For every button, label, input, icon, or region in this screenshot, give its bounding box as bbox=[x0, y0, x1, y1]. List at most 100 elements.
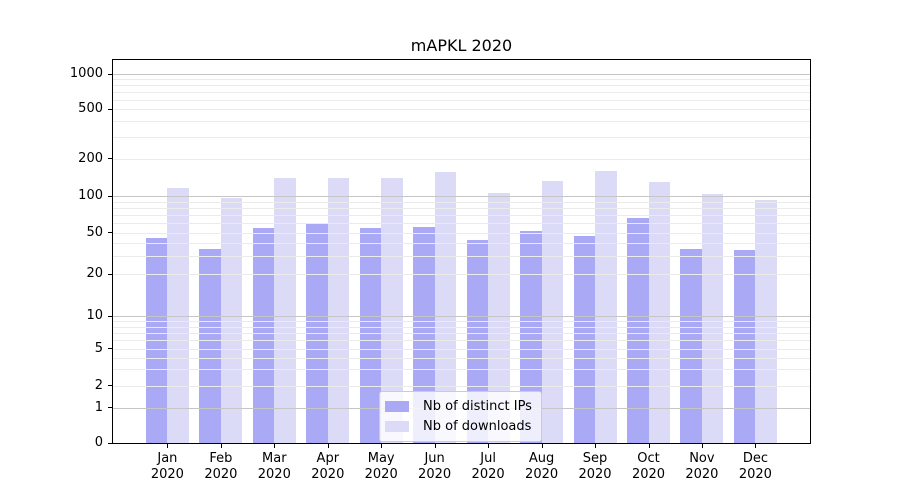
bar-distinct-ips-dec bbox=[733, 250, 756, 443]
y-tick-label-20: 20 bbox=[86, 266, 103, 281]
minor-gridline-20 bbox=[113, 274, 810, 275]
minor-gridline-40 bbox=[113, 242, 810, 244]
y-tick-label-100: 100 bbox=[78, 188, 103, 204]
x-tick-month: Jun bbox=[424, 451, 445, 466]
x-tick-year: 2020 bbox=[257, 467, 291, 482]
legend-swatch-distinct-ips bbox=[385, 400, 409, 412]
y-tick-mark-20 bbox=[108, 273, 112, 275]
x-tick-month: Dec bbox=[742, 451, 768, 466]
minor-gridline-700 bbox=[113, 92, 810, 94]
legend-item-downloads: Nb of downloads bbox=[385, 416, 532, 436]
y-tick-mark-500 bbox=[108, 108, 112, 110]
bar-downloads-nov bbox=[701, 194, 724, 443]
minor-gridline-80 bbox=[113, 208, 810, 209]
x-tick-mark-aug bbox=[541, 444, 543, 448]
x-tick-mark-jun bbox=[434, 444, 436, 448]
legend-swatch-downloads bbox=[385, 420, 409, 432]
x-tick-year: 2020 bbox=[311, 467, 345, 482]
chart-title: mAPKL 2020 bbox=[410, 36, 513, 55]
x-tick-year: 2020 bbox=[525, 467, 559, 482]
minor-gridline-50 bbox=[113, 232, 810, 234]
y-tick-label-0: 0 bbox=[94, 435, 103, 450]
x-tick-label-feb: Feb 2020 bbox=[189, 451, 253, 483]
minor-gridline-500 bbox=[113, 109, 810, 111]
y-tick-label-1000: 1000 bbox=[69, 66, 103, 81]
minor-gridline-800 bbox=[113, 85, 810, 87]
y-tick-mark-50 bbox=[108, 232, 112, 234]
y-tick-mark-0 bbox=[108, 442, 112, 444]
legend-label-distinct-ips: Nb of distinct IPs bbox=[423, 398, 532, 414]
bar-distinct-ips-feb bbox=[199, 248, 221, 443]
x-tick-mark-feb bbox=[220, 444, 222, 448]
bar-downloads-apr bbox=[327, 178, 350, 443]
y-tick-label-2: 2 bbox=[94, 377, 103, 393]
minor-gridline-400 bbox=[113, 121, 810, 123]
bar-downloads-aug bbox=[541, 180, 564, 443]
y-tick-mark-10 bbox=[108, 315, 112, 317]
x-tick-month: Mar bbox=[262, 451, 287, 466]
x-tick-month: Feb bbox=[209, 451, 233, 466]
x-tick-month: Aug bbox=[528, 451, 555, 466]
x-tick-mark-sep bbox=[595, 444, 596, 448]
bar-downloads-mar bbox=[274, 178, 296, 443]
y-tick-mark-5 bbox=[108, 348, 112, 350]
minor-gridline-70 bbox=[113, 215, 810, 217]
bar-downloads-jan bbox=[167, 187, 189, 443]
x-tick-year: 2020 bbox=[631, 467, 666, 482]
y-tick-mark-200 bbox=[108, 158, 112, 160]
x-tick-mark-nov bbox=[701, 444, 703, 448]
y-tick-label-1: 1 bbox=[94, 399, 103, 415]
x-tick-mark-dec bbox=[755, 444, 757, 448]
minor-gridline-90 bbox=[113, 201, 810, 203]
x-tick-label-jan: Jan 2020 bbox=[135, 451, 199, 483]
y-tick-label-500: 500 bbox=[78, 101, 103, 117]
minor-gridline-30 bbox=[113, 255, 810, 257]
x-tick-year: 2020 bbox=[150, 467, 184, 482]
minor-gridline-60 bbox=[113, 223, 810, 225]
bar-downloads-oct bbox=[648, 181, 670, 443]
x-tick-mark-jul bbox=[488, 444, 490, 448]
y-tick-label-10: 10 bbox=[86, 308, 103, 323]
bar-distinct-ips-sep bbox=[573, 235, 595, 443]
x-tick-label-sep: Sep 2020 bbox=[563, 451, 627, 483]
x-tick-mark-oct bbox=[648, 444, 650, 448]
x-tick-label-oct: Oct 2020 bbox=[617, 451, 681, 483]
minor-gridline-600 bbox=[113, 100, 810, 102]
x-tick-year: 2020 bbox=[418, 467, 452, 482]
y-tick-label-5: 5 bbox=[94, 340, 103, 356]
minor-gridline-7 bbox=[113, 332, 810, 334]
minor-gridline-6 bbox=[113, 340, 810, 342]
x-tick-label-apr: Apr 2020 bbox=[296, 451, 360, 483]
y-tick-mark-1 bbox=[108, 407, 112, 408]
minor-gridline-200 bbox=[113, 158, 810, 160]
bar-distinct-ips-may bbox=[359, 227, 382, 443]
y-tick-mark-1000 bbox=[108, 73, 112, 75]
x-tick-month: Sep bbox=[582, 451, 608, 466]
x-tick-year: 2020 bbox=[578, 467, 612, 482]
bar-distinct-ips-aug bbox=[520, 230, 542, 443]
x-tick-label-nov: Nov 2020 bbox=[670, 451, 734, 483]
y-tick-mark-100 bbox=[108, 195, 112, 197]
bar-distinct-ips-oct bbox=[627, 218, 649, 443]
minor-gridline-4 bbox=[113, 357, 810, 359]
x-tick-month: Apr bbox=[316, 451, 340, 466]
major-gridline-100 bbox=[113, 196, 810, 198]
x-tick-label-jun: Jun 2020 bbox=[403, 451, 467, 483]
x-tick-label-mar: Mar 2020 bbox=[242, 451, 306, 483]
bar-distinct-ips-nov bbox=[680, 248, 702, 443]
x-tick-year: 2020 bbox=[204, 467, 238, 482]
minor-gridline-5 bbox=[113, 348, 810, 350]
minor-gridline-3 bbox=[113, 369, 810, 371]
minor-gridline-300 bbox=[113, 136, 810, 138]
bar-downloads-feb bbox=[220, 198, 243, 443]
plot-area: Nb of distinct IPs Nb of downloads bbox=[112, 59, 811, 444]
x-tick-mark-apr bbox=[327, 444, 329, 448]
bar-downloads-may bbox=[381, 178, 403, 443]
bar-distinct-ips-jun bbox=[413, 226, 435, 443]
x-tick-label-may: May 2020 bbox=[349, 451, 413, 483]
major-gridline-10 bbox=[113, 316, 810, 317]
x-tick-label-jul: Jul 2020 bbox=[456, 451, 520, 483]
legend-item-distinct-ips: Nb of distinct IPs bbox=[385, 396, 532, 416]
x-tick-month: Jul bbox=[480, 451, 496, 466]
